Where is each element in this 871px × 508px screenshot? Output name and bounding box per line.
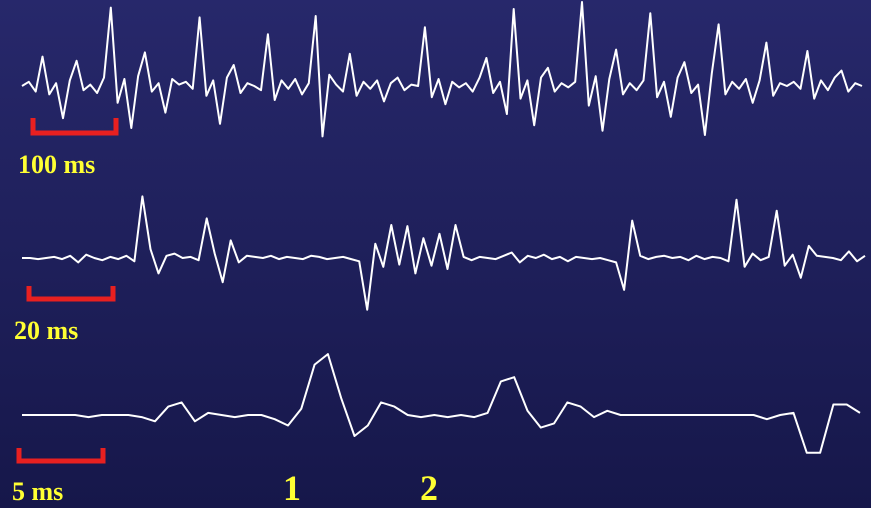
scale-bar-100ms	[30, 118, 119, 136]
trace-middle	[22, 195, 866, 311]
scale-bar-5ms	[16, 448, 106, 464]
spike-label-1: 1	[283, 468, 301, 508]
scale-label-5ms: 5 ms	[12, 477, 64, 506]
trace-top	[21, 1, 863, 138]
scale-label-100ms: 100 ms	[18, 150, 96, 179]
spike-label-2: 2	[420, 468, 438, 508]
trace-bottom	[22, 353, 861, 454]
scale-bar-20ms	[26, 286, 116, 302]
scale-label-20ms: 20 ms	[14, 316, 79, 345]
